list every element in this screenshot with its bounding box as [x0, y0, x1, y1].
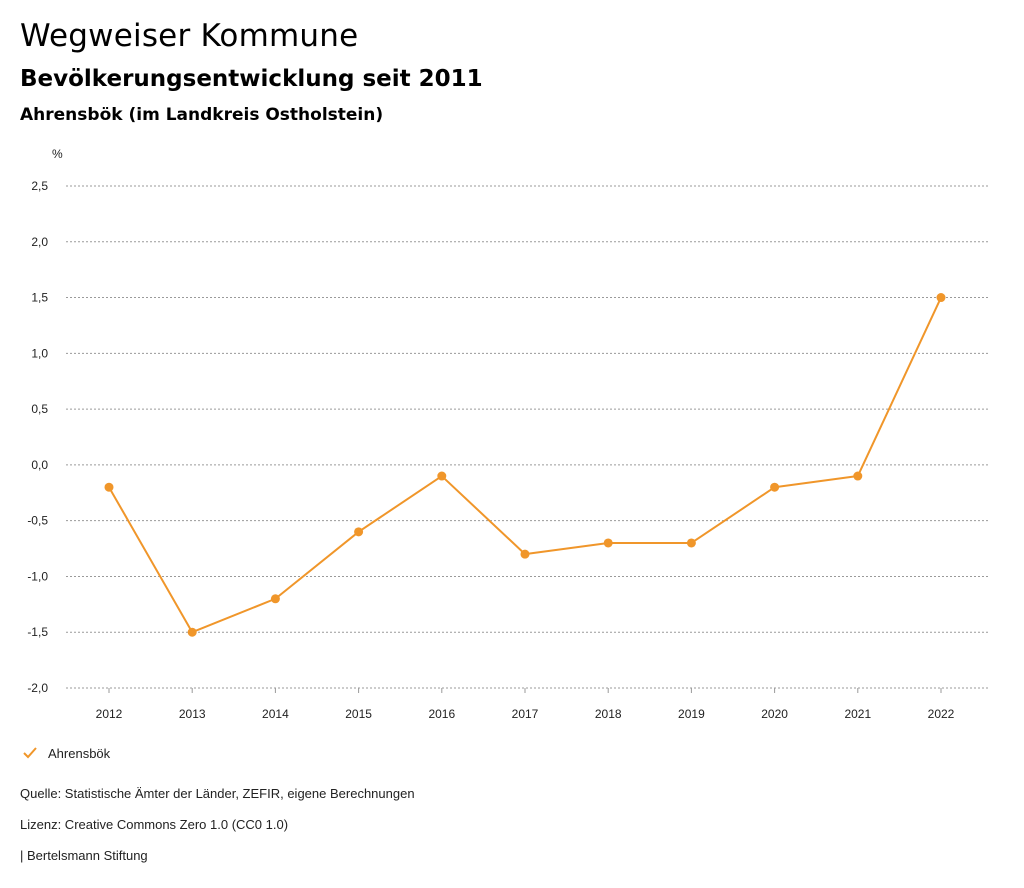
- data-point: [936, 293, 946, 303]
- y-tick-label: 2,0: [31, 235, 48, 249]
- y-tick-label: 2,5: [31, 179, 48, 193]
- x-tick-label: 2021: [844, 707, 871, 721]
- data-point: [270, 594, 280, 604]
- data-point: [770, 482, 780, 492]
- data-point: [104, 482, 114, 492]
- data-point: [603, 538, 613, 548]
- y-tick-label: -1,0: [27, 569, 48, 583]
- data-point: [853, 471, 863, 481]
- y-tick-label: -2,0: [27, 681, 48, 695]
- series-line: [108, 297, 942, 634]
- x-tick-label: 2012: [96, 707, 123, 721]
- legend-item-ahrensboek[interactable]: Ahrensbök: [22, 745, 110, 761]
- x-tick-label: 2014: [262, 707, 289, 721]
- y-tick-label: 1,5: [31, 291, 48, 305]
- x-tick-label: 2019: [678, 707, 705, 721]
- data-point: [437, 471, 447, 481]
- check-icon: [23, 747, 37, 759]
- data-point: [354, 527, 364, 537]
- license-note: Lizenz: Creative Commons Zero 1.0 (CC0 1…: [20, 817, 289, 832]
- x-tick-label: 2017: [512, 707, 539, 721]
- source-note: Quelle: Statistische Ämter der Länder, Z…: [20, 786, 415, 801]
- data-point: [520, 549, 530, 559]
- y-tick-label: -1,5: [27, 625, 48, 639]
- page-title: Wegweiser Kommune: [20, 18, 359, 54]
- legend-label: Ahrensbök: [48, 745, 111, 761]
- y-tick-label: 0,5: [31, 402, 48, 416]
- x-tick-label: 2022: [928, 707, 955, 721]
- y-tick-label: -0,5: [27, 514, 48, 528]
- y-tick-label: 1,0: [31, 346, 48, 360]
- data-point: [686, 538, 696, 548]
- y-tick-label: 0,0: [31, 458, 48, 472]
- x-tick-label: 2020: [761, 707, 788, 721]
- x-tick-label: 2018: [595, 707, 622, 721]
- region-label: Ahrensbök (im Landkreis Ostholstein): [20, 105, 384, 125]
- x-tick-label: 2015: [345, 707, 372, 721]
- x-tick-label: 2016: [428, 707, 455, 721]
- x-tick-label: 2013: [179, 707, 206, 721]
- y-axis-unit: %: [52, 147, 63, 161]
- chart-subtitle: Bevölkerungsentwicklung seit 2011: [20, 66, 483, 92]
- brand-note: | Bertelsmann Stiftung: [20, 848, 148, 863]
- line-chart: % 2,5 2,0 1,5 1,0 0,5 0,0 -0,5 -1,0 -1,5 -2,0 2012 2…: [27, 147, 990, 721]
- data-point: [187, 627, 197, 637]
